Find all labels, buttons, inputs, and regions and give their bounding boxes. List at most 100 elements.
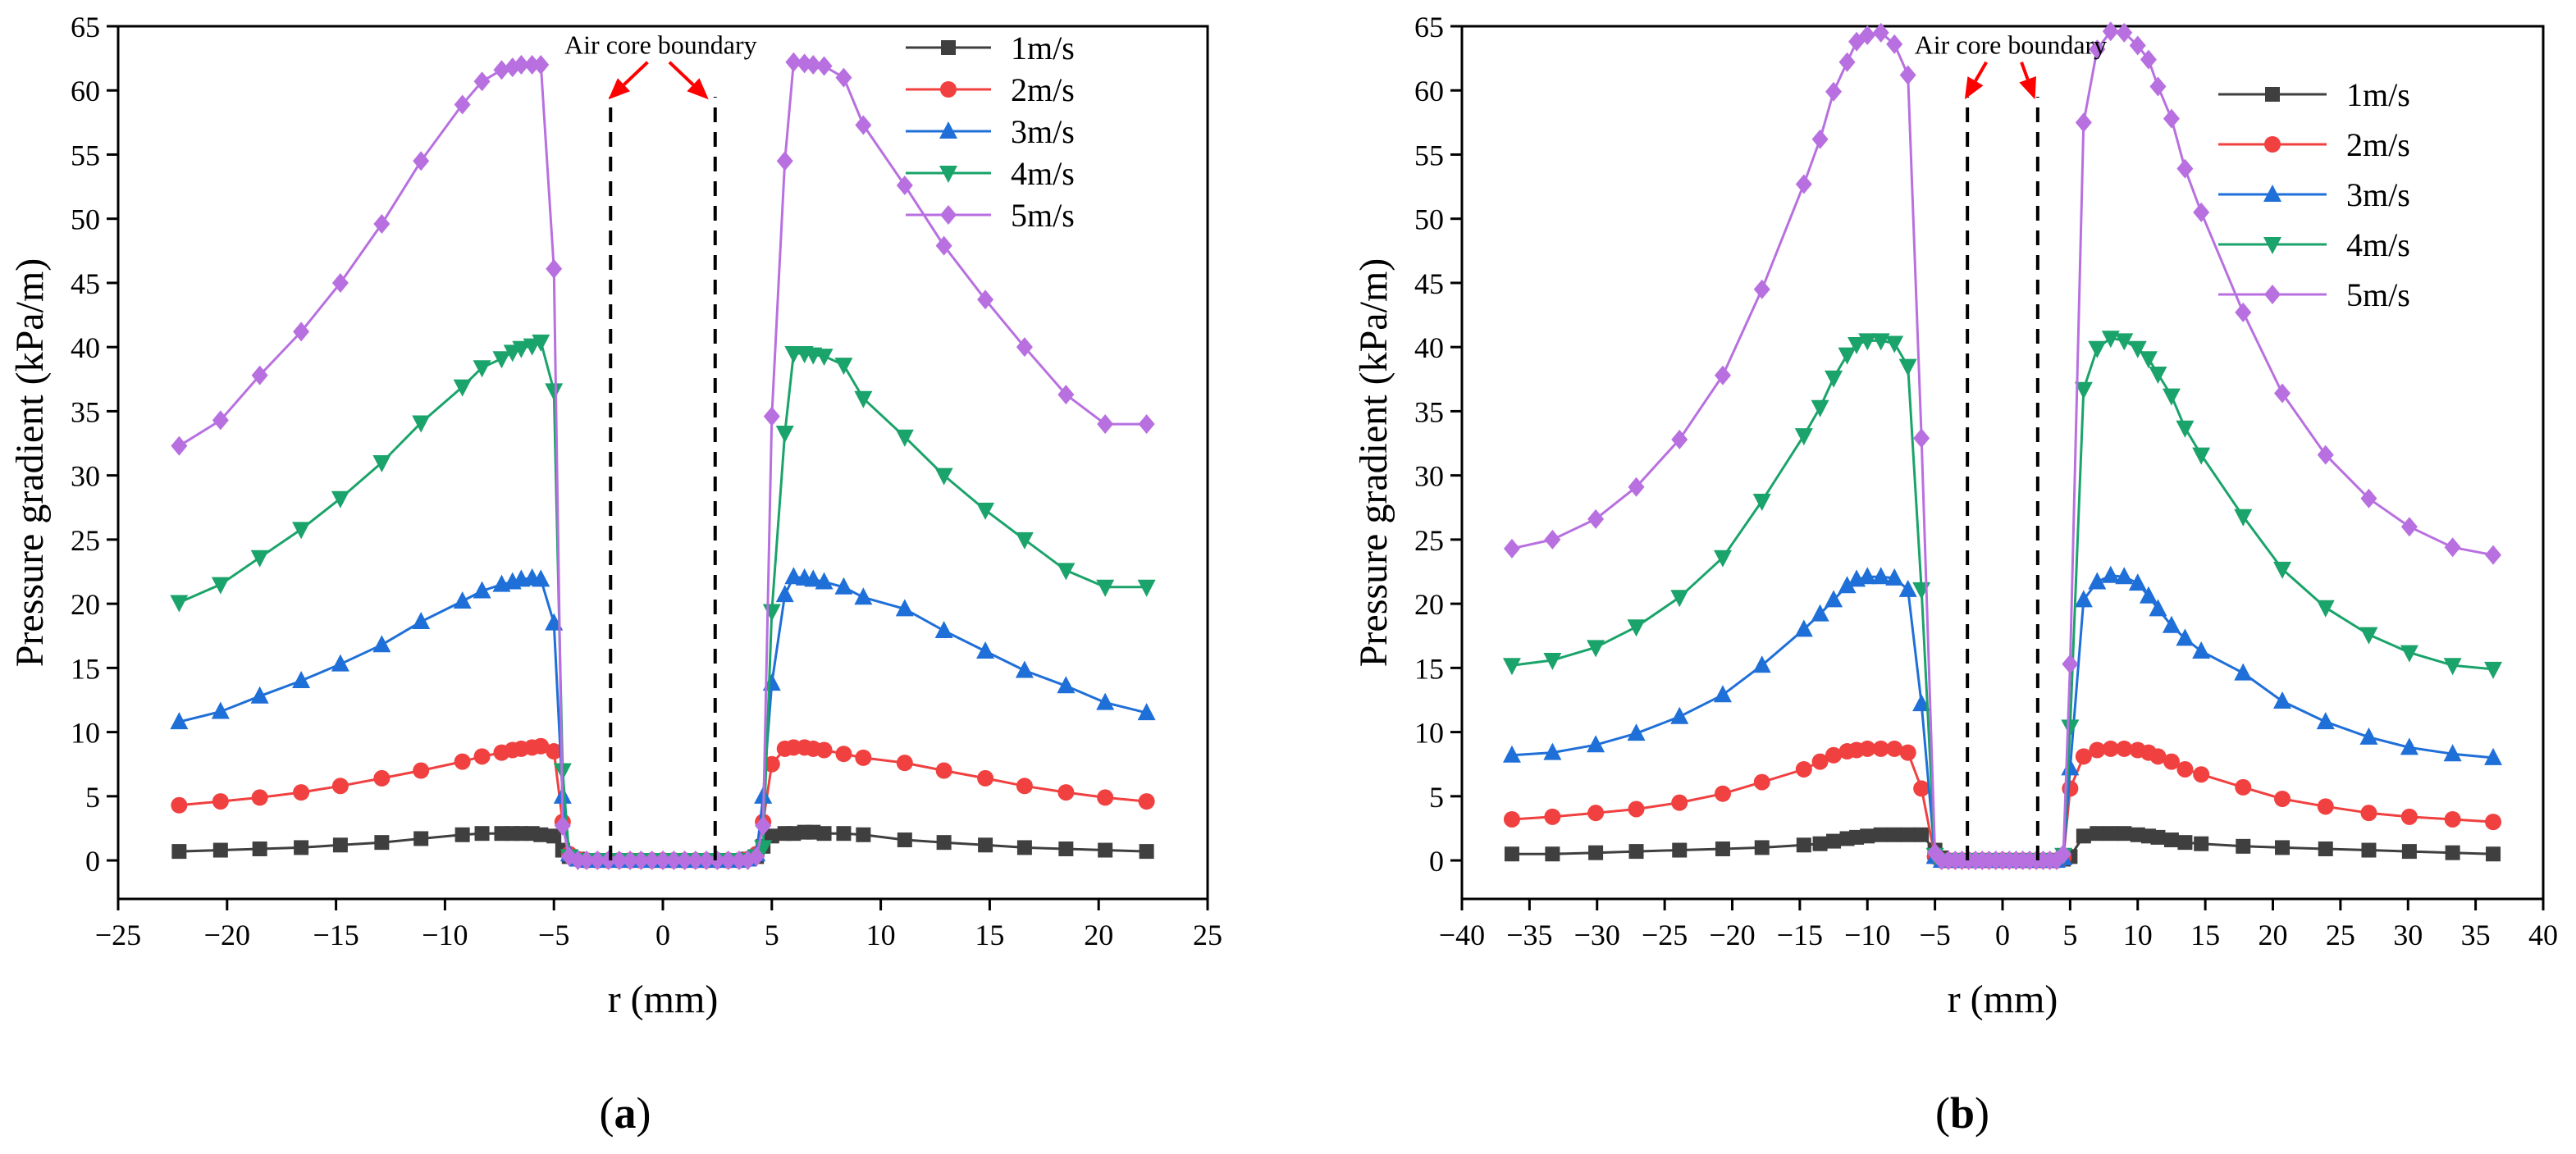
panel-a-data-point bbox=[212, 842, 228, 858]
panel-b-air-core-boundary-label: Air core boundary bbox=[1915, 30, 2108, 59]
panel-b-data-point bbox=[1588, 845, 1604, 860]
panel-b-y-tick-label: 10 bbox=[1414, 717, 1444, 750]
panel-b-data-point bbox=[2234, 663, 2253, 681]
panel-a-data-point bbox=[934, 620, 953, 638]
panel-b-data-point bbox=[1873, 827, 1889, 842]
panel-a-data-point bbox=[1137, 579, 1156, 597]
panel-a-x-axis-title: r (mm) bbox=[608, 978, 719, 1021]
panel-a-y-tick-label: 45 bbox=[71, 267, 100, 300]
panel-a-data-point bbox=[212, 410, 229, 431]
panel-b-data-point bbox=[2163, 753, 2180, 770]
panel-b-data-point bbox=[1753, 279, 1770, 299]
panel-b-chart: −40 −35 −30 −25 −20 −15 −10 −5 0 5 10 15 20 25 30 35 40 0… bbox=[1352, 11, 2558, 1021]
panel-b-x-tick-label: 5 bbox=[2062, 919, 2077, 951]
panel-b-data-point bbox=[2234, 509, 2253, 527]
panel-a-data-point bbox=[546, 258, 563, 279]
panel-b-y-tick-label: 55 bbox=[1414, 139, 1444, 171]
panel-a-y-tick-label: 55 bbox=[71, 139, 100, 171]
panel-a-data-point bbox=[413, 151, 430, 171]
panel-b-data-point bbox=[1858, 567, 1877, 585]
panel-b-data-point bbox=[1627, 619, 1646, 637]
panel-a-x-tick-label: 5 bbox=[765, 919, 779, 951]
panel-b-data-point bbox=[2150, 829, 2166, 845]
panel-a-data-point bbox=[815, 56, 833, 76]
panel-b-data-point bbox=[1887, 827, 1902, 842]
panel-a-legend-marker bbox=[939, 121, 957, 139]
panel-a-data-point bbox=[1138, 793, 1155, 810]
panel-a-data-point bbox=[454, 94, 471, 115]
panel-b-data-point bbox=[1886, 740, 1903, 757]
panel-a-y-tick-label: 25 bbox=[71, 524, 100, 557]
panel-a-x-tick-label: −15 bbox=[313, 919, 359, 951]
panel-b-data-point bbox=[1913, 780, 1930, 797]
panel-a-legend-label: 1m/s bbox=[1011, 30, 1075, 66]
panel-b-data-point bbox=[2116, 22, 2133, 43]
panel-b-y-tick-label: 25 bbox=[1414, 524, 1444, 557]
panel-b-data-point bbox=[1838, 52, 1856, 72]
panel-b-x-tick-label: 35 bbox=[2461, 919, 2491, 951]
panel-b-legend-marker bbox=[2265, 87, 2280, 102]
panel-b-data-point bbox=[2235, 302, 2252, 322]
panel-b-data-point bbox=[1713, 550, 1732, 568]
panel-b-data-point bbox=[1503, 810, 1520, 828]
panel-b-data-point bbox=[1898, 358, 1917, 376]
panel-a-data-point bbox=[854, 587, 873, 605]
panel-b-x-tick-label: −30 bbox=[1574, 919, 1620, 951]
panel-b-x-tick-label: 30 bbox=[2393, 919, 2423, 951]
panel-a-data-point bbox=[655, 851, 671, 871]
panel-a-data-point bbox=[895, 429, 914, 447]
panel-b-data-point bbox=[1753, 773, 1770, 791]
panel-a-data-point bbox=[533, 827, 549, 842]
panel-b-data-point bbox=[2176, 158, 2194, 179]
panel-b-data-point bbox=[2485, 545, 2502, 565]
panel-b-data-point bbox=[2089, 39, 2106, 60]
panel-b-x-tick-label: −35 bbox=[1506, 919, 1552, 951]
panel-a-data-point bbox=[1097, 414, 1114, 435]
panel-b-data-point bbox=[1628, 801, 1645, 818]
panel-a-legend: 1m/s 2m/s 3m/s 4m/s 5m/s bbox=[906, 30, 1075, 234]
panel-a-data-point bbox=[763, 406, 780, 426]
panel-b-data-point bbox=[2443, 658, 2462, 676]
panel-b-data-point bbox=[1752, 493, 1771, 511]
panel-a-y-tick-label: 40 bbox=[71, 331, 100, 364]
panel-a-data-point bbox=[170, 712, 189, 730]
panel-a-data-point bbox=[834, 577, 853, 595]
panel-b-data-point bbox=[1859, 25, 1876, 45]
panel-b-data-point bbox=[2103, 826, 2118, 842]
panel-a-y-tick-label: 35 bbox=[71, 395, 100, 428]
panel-b-data-point bbox=[2115, 333, 2134, 351]
panel-b-y-tick-label: 60 bbox=[1414, 75, 1444, 107]
panel-b-data-point bbox=[2192, 641, 2211, 659]
panel-b-data-point bbox=[2162, 615, 2181, 633]
panel-b-data-point bbox=[2101, 331, 2120, 349]
panel-b-data-point bbox=[2061, 758, 2080, 776]
panel-a-data-point bbox=[665, 851, 683, 871]
panel-a-series-2m/s bbox=[171, 737, 1155, 869]
panel-b-data-point bbox=[2316, 712, 2335, 730]
panel-a-data-point bbox=[1016, 337, 1033, 358]
panel-b-data-point bbox=[2443, 744, 2462, 762]
panel-b-data-point bbox=[2194, 836, 2209, 851]
panel-b-data-point bbox=[1848, 337, 1866, 355]
panel-b-data-point bbox=[1504, 846, 1519, 862]
panel-a-data-point bbox=[815, 349, 834, 367]
panel-b-data-point bbox=[2316, 600, 2335, 618]
panel-a-data-point bbox=[977, 290, 994, 310]
panel-b-data-point bbox=[2062, 654, 2079, 674]
panel-b-data-point bbox=[2236, 838, 2251, 854]
panel-a-data-point bbox=[331, 490, 349, 509]
panel-a-data-point bbox=[374, 835, 390, 851]
panel-a-data-point bbox=[373, 769, 391, 787]
panel-a-data-point bbox=[589, 851, 606, 871]
panel-b-data-point bbox=[1502, 745, 1521, 763]
panel-b-data-point bbox=[1871, 567, 1890, 585]
panel-b-data-point bbox=[2163, 832, 2179, 848]
panel-a-data-point bbox=[977, 769, 994, 787]
panel-a-data-point bbox=[633, 851, 650, 871]
panel-b-data-point bbox=[2273, 561, 2292, 579]
panel-a-x-tick-label: −25 bbox=[95, 919, 141, 951]
panel-a-data-point bbox=[785, 52, 802, 72]
panel-b-data-point bbox=[2115, 567, 2134, 585]
panel-a-y-tick-label: 20 bbox=[71, 588, 100, 621]
